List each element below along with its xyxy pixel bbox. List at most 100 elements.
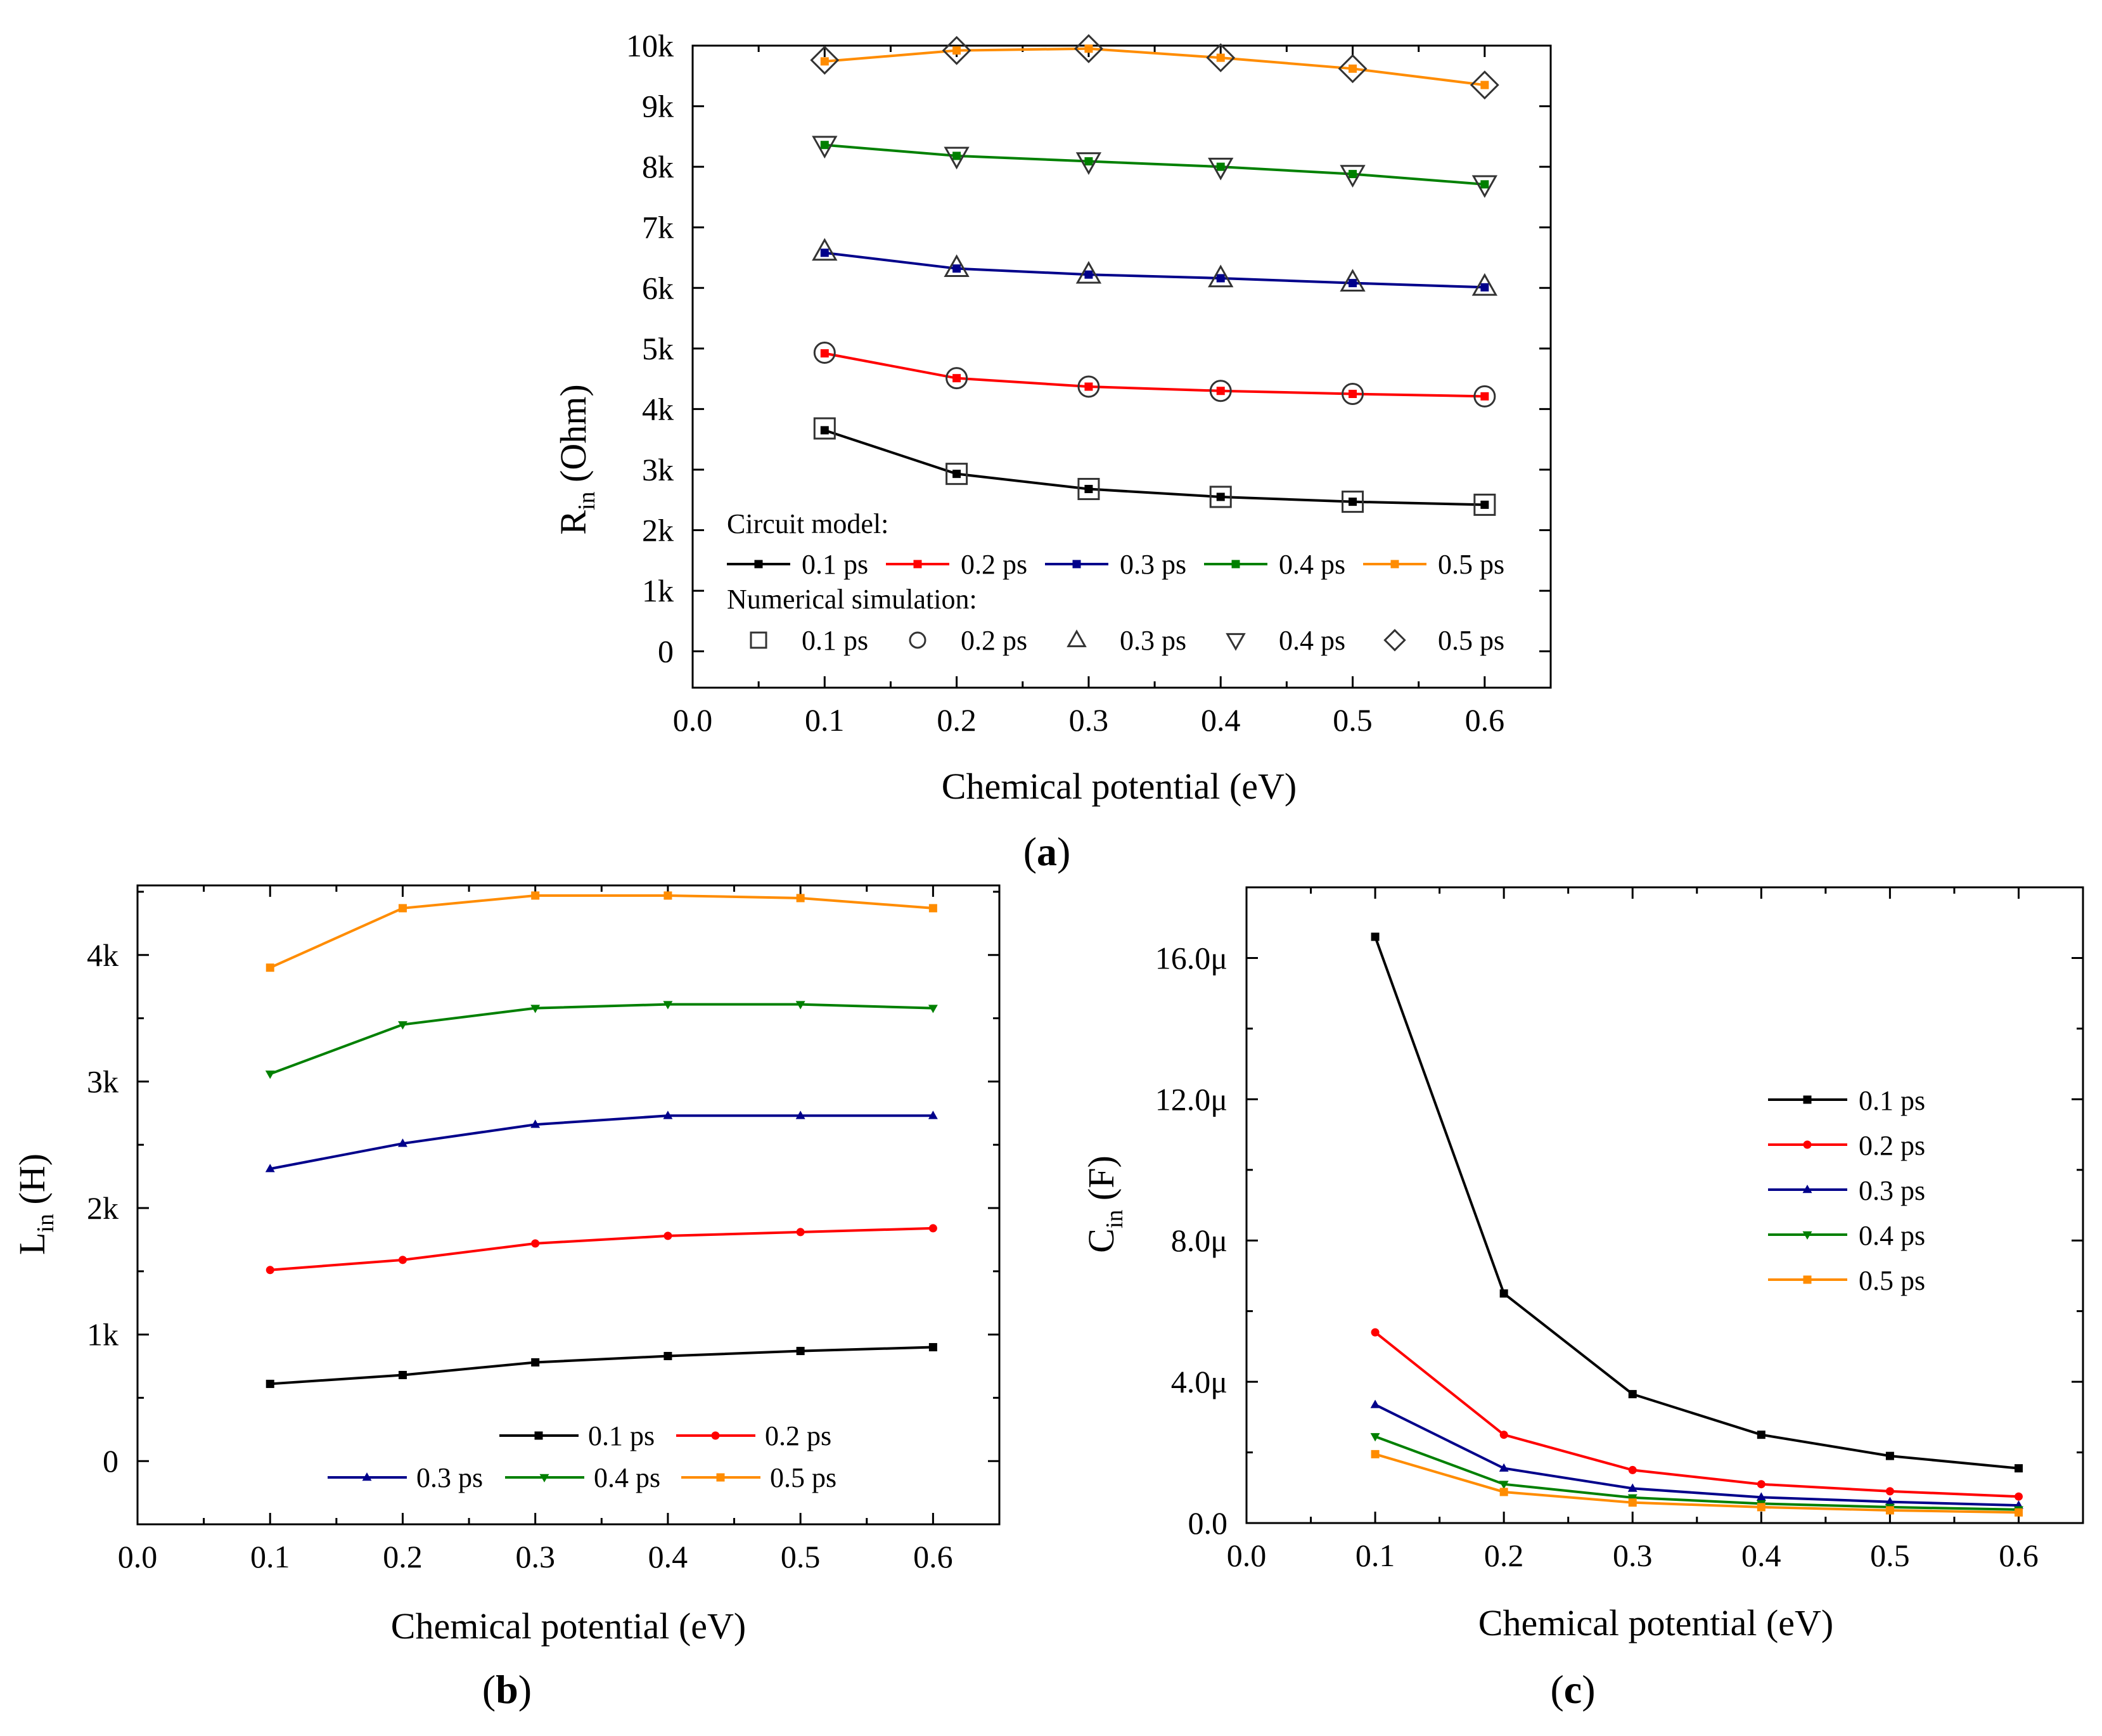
- data-point-a-1: [1216, 387, 1225, 395]
- legend-label-b-0: 0.1 ps: [588, 1420, 655, 1451]
- sim-point-a-3: [812, 136, 838, 159]
- data-point-a-2: [820, 248, 829, 257]
- y-tick-label-b: 0: [103, 1443, 119, 1479]
- panel-label-b: (b): [482, 1667, 532, 1712]
- legend-label-c-3: 0.4 ps: [1859, 1220, 1925, 1251]
- sim-point-a-3: [1208, 157, 1234, 181]
- legend-sim-marker-a-0: [750, 631, 767, 649]
- sim-point-a-0: [1077, 478, 1100, 501]
- legend-a: Circuit model: Numerical simulation: 0.1…: [727, 508, 1504, 656]
- series-line-c-0: [1374, 936, 2019, 1470]
- series-lines-c: [1374, 936, 2019, 1514]
- sim-point-a-2: [944, 254, 970, 278]
- data-point-c-1: [1499, 1431, 1508, 1439]
- sim-point-a-0: [1473, 493, 1496, 516]
- data-point-a-2: [1084, 270, 1093, 279]
- y-tick-label-b: 4k: [87, 937, 119, 973]
- data-point-a-0: [1349, 498, 1357, 506]
- x-tick-labels-a: 0.0 0.1 0.2 0.3 0.4 0.5 0.6: [673, 702, 1504, 738]
- legend-sim-marker-a-2: [1067, 629, 1087, 648]
- x-tick-label-a: 0.0: [673, 702, 713, 738]
- legend-marker-a-2: [1072, 560, 1081, 569]
- series-line-a-3: [824, 143, 1485, 186]
- sim-point-a-4: [1338, 54, 1368, 84]
- x-tick-label-b: 0.2: [383, 1539, 423, 1574]
- data-point-a-4: [1349, 64, 1357, 73]
- data-point-b-2: [265, 1164, 275, 1173]
- data-point-a-0: [1480, 500, 1489, 509]
- y-tick-label-c: 4.0μ: [1171, 1364, 1227, 1399]
- x-tick-label-b: 0.0: [118, 1539, 158, 1574]
- data-point-b-0: [928, 1343, 937, 1352]
- data-point-b-2: [795, 1110, 805, 1119]
- x-tick-labels-c: 0.0 0.1 0.2 0.3 0.4 0.5 0.6: [1227, 1538, 2039, 1573]
- legend-marker-a-1: [913, 560, 922, 569]
- sim-point-a-4: [1074, 34, 1103, 63]
- data-point-a-4: [952, 46, 961, 55]
- axes-a: [691, 44, 1552, 689]
- chart-panel-c: 0.0 0.1 0.2 0.3 0.4 0.5 0.6 0.0 4.0μ 8.0μ 12.0μ 16…: [1080, 886, 2084, 1712]
- legend-marker-b-1: [711, 1431, 720, 1440]
- data-point-b-3: [265, 1071, 275, 1079]
- x-axis-title-a: Chemical potential (eV): [942, 766, 1297, 807]
- data-point-c-4: [1499, 1488, 1508, 1496]
- axes-b: [136, 884, 1001, 1526]
- x-axis-title-c: Chemical potential (eV): [1478, 1602, 1833, 1643]
- x-tick-label-a: 0.4: [1201, 702, 1241, 738]
- y-tick-label-a: 6k: [642, 270, 674, 305]
- y-tick-label-a: 4k: [642, 391, 674, 427]
- y-tick-label-c: 16.0μ: [1155, 940, 1227, 975]
- data-point-a-4: [1480, 80, 1489, 89]
- data-point-c-3: [1499, 1481, 1509, 1489]
- legend-marker-b-2: [362, 1472, 372, 1481]
- data-point-c-1: [1885, 1487, 1894, 1496]
- sim-point-a-3: [944, 146, 970, 170]
- data-point-b-0: [266, 1379, 274, 1388]
- data-point-a-1: [820, 349, 829, 357]
- sim-point-a-0: [1209, 485, 1232, 508]
- series-line-b-3: [269, 1003, 933, 1076]
- series-line-b-0: [270, 1346, 933, 1386]
- y-tick-label-a: 10k: [626, 28, 674, 63]
- legend-label-a-0: 0.1 ps: [802, 549, 868, 580]
- y-tick-label-c: 12.0μ: [1155, 1081, 1227, 1117]
- legend-label-c-0: 0.1 ps: [1859, 1085, 1925, 1116]
- x-tick-label-c: 0.0: [1227, 1538, 1267, 1573]
- chart-panel-a: 0.0 0.1 0.2 0.3 0.4 0.5 0.6 0 1k 2k 3k 4k 5k 6k 7k 8k 9…: [553, 28, 1552, 874]
- series-line-b-2: [269, 1114, 933, 1171]
- x-tick-label-c: 0.4: [1741, 1538, 1781, 1573]
- legend-label-b-3: 0.4 ps: [594, 1462, 660, 1493]
- sim-point-a-1: [1209, 380, 1232, 402]
- series-line-a-1: [824, 352, 1485, 398]
- legend-sim-marker-a-1: [909, 631, 926, 649]
- x-tick-label-a: 0.2: [937, 702, 977, 738]
- sim-point-a-1: [1077, 375, 1100, 398]
- data-point-b-1: [663, 1231, 672, 1240]
- data-point-b-4: [928, 904, 937, 913]
- legend-sim-marker-a-3: [1226, 633, 1246, 651]
- x-tick-label-b: 0.4: [648, 1539, 688, 1574]
- series-markers-a: [820, 44, 1489, 509]
- data-point-a-3: [1349, 170, 1357, 179]
- data-point-c-0: [1757, 1431, 1766, 1439]
- data-point-c-4: [1628, 1498, 1637, 1507]
- sim-point-a-4: [1470, 70, 1499, 100]
- y-tick-label-a: 2k: [642, 513, 674, 548]
- data-point-a-0: [1084, 485, 1093, 494]
- data-point-a-1: [1084, 382, 1093, 391]
- legend-sim-label-a-3: 0.4 ps: [1279, 625, 1345, 656]
- x-tick-label-c: 0.2: [1484, 1538, 1524, 1573]
- data-point-a-1: [952, 374, 961, 383]
- legend-label-b-2: 0.3 ps: [416, 1462, 483, 1493]
- legend-marker-a-0: [754, 560, 763, 569]
- x-tick-label-a: 0.3: [1069, 702, 1109, 738]
- data-point-b-4: [266, 963, 274, 972]
- data-point-c-0: [1499, 1289, 1508, 1298]
- legend-marker-c-0: [1803, 1095, 1812, 1104]
- data-point-b-1: [266, 1266, 274, 1275]
- y-tick-label-a: 5k: [642, 331, 674, 366]
- series-line-b-4: [269, 894, 933, 969]
- series-line-c-4: [1375, 1453, 2019, 1514]
